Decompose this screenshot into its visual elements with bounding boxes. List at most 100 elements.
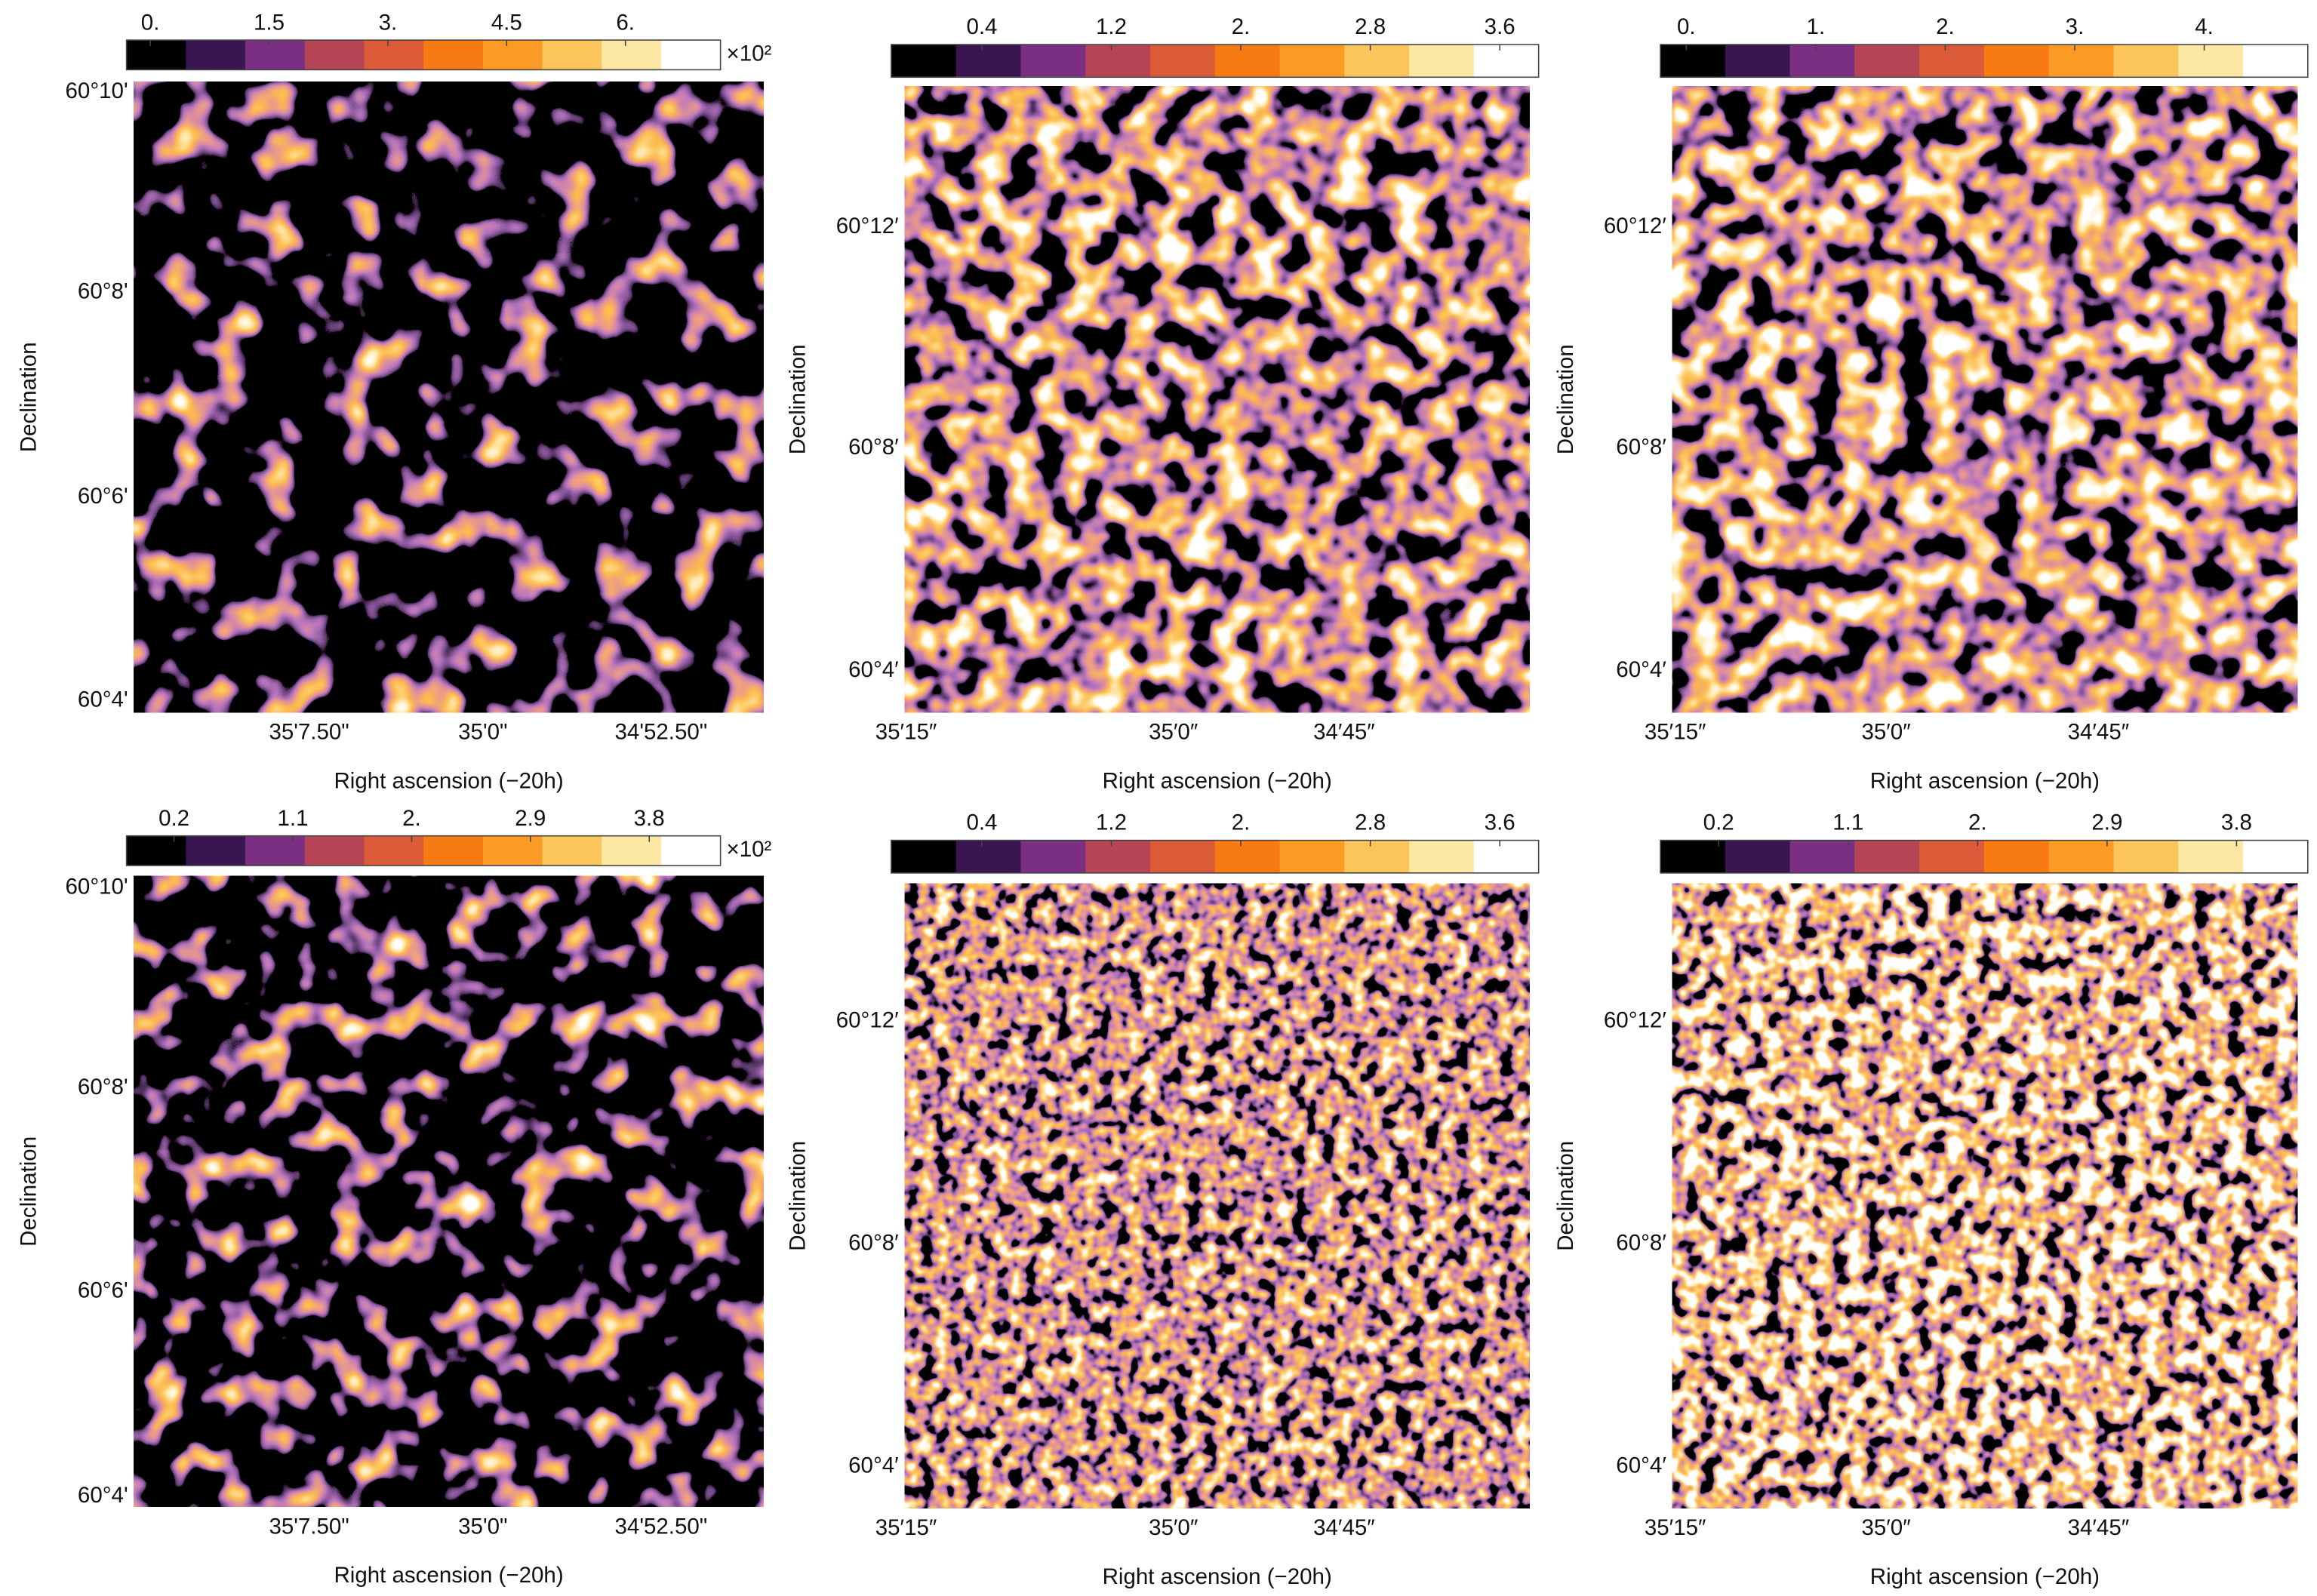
panel: 0.2 1.1 2. 2.9 3.8 60°12′ 60°8′ 60°4′ 35′15″ 35′0…	[1553, 810, 2309, 1589]
colorbar-tick-label: 1.	[1807, 14, 1826, 39]
panel: 0.4 1.2 2. 2.8 3.6 60°12′ 60°8′ 60°4′ 35′15″ 35′0…	[786, 14, 1540, 794]
y-tick-label: 60°12′	[836, 1007, 899, 1032]
x-tick-label: 35′15″	[1645, 720, 1706, 745]
colorbar-swatch	[1214, 840, 1281, 873]
panel: 0.2 1.1 2. 2.9 3.8 ×10² 60°10' 60°8' 60°6' 60°4' 3…	[17, 806, 772, 1588]
y-axis-label: Declination	[17, 1136, 42, 1247]
colorbar-tick-label: 2.8	[1355, 810, 1386, 835]
x-axis-label: Right ascension (−20h)	[1103, 769, 1332, 794]
colorbar-tick-label: 3.	[379, 10, 398, 35]
colorbar-tick-label: 2.9	[515, 806, 546, 831]
colorbar-tick-label: 2.8	[1355, 14, 1386, 39]
colorbar-tick-label: 2.	[1936, 14, 1955, 39]
sky-image	[1672, 883, 2298, 1508]
colorbar-tick-label: 2.9	[2091, 810, 2122, 835]
colorbar-swatch	[1725, 840, 1791, 873]
colorbar-frame	[891, 44, 1540, 78]
colorbar-tick-label: 6.	[616, 10, 635, 35]
panel: 0. 1. 2. 3. 4. 60°12′ 60°8′ 60°4′ 35′15″ 35′0″ 34′…	[1553, 14, 2309, 794]
x-axis-label: Right ascension (−20h)	[1103, 1564, 1332, 1589]
panel: 0.4 1.2 2. 2.8 3.6 60°12′ 60°8′ 60°4′ 35′15″ 35′0…	[786, 810, 1540, 1589]
colorbar-swatch	[891, 45, 957, 78]
colorbar-swatch	[2048, 45, 2115, 78]
colorbar-swatch	[126, 835, 186, 866]
y-axis-label: Declination	[786, 1141, 811, 1251]
colorbar-swatch	[1473, 45, 1540, 78]
colorbar-tick-label: 0.4	[966, 14, 997, 39]
colorbar-swatch	[1854, 45, 1920, 78]
colorbar-tick-label: 3.	[2066, 14, 2085, 39]
colorbar-tick-label: 2.	[1232, 810, 1251, 835]
colorbar-swatch	[364, 835, 424, 866]
colorbar-swatch	[1344, 840, 1410, 873]
colorbar-frame	[1660, 839, 2309, 874]
x-tick-label: 34′45″	[2068, 1515, 2130, 1540]
y-tick-label: 60°6'	[78, 1278, 128, 1302]
colorbar-swatch	[660, 835, 722, 866]
colorbar-tick-label: 1.1	[277, 806, 308, 831]
y-tick-label: 60°8′	[848, 1231, 899, 1256]
colorbar-swatch	[364, 40, 424, 70]
y-tick-label: 60°10'	[66, 78, 128, 103]
colorbar-swatch	[482, 40, 543, 70]
y-axis-label: Declination	[1553, 344, 1578, 454]
panel: 0. 1.5 3. 4.5 6. ×10² 60°10' 60°8' 60°6' 60°4' 35'…	[17, 10, 772, 793]
colorbar-swatch	[1149, 45, 1216, 78]
y-tick-label: 60°12′	[1604, 214, 1666, 238]
y-tick-label: 60°8'	[78, 1075, 128, 1099]
x-tick-label: 34′45″	[2068, 720, 2130, 745]
colorbar-swatch	[955, 840, 1022, 873]
colorbar-swatch	[955, 45, 1022, 78]
colorbar-tick-label: 4.5	[491, 10, 522, 35]
y-tick-label: 60°4'	[78, 687, 128, 712]
colorbar-swatch	[1789, 840, 1855, 873]
colorbar-swatch	[2243, 840, 2309, 873]
y-tick-label: 60°8′	[848, 435, 899, 460]
colorbar-frame	[891, 839, 1540, 874]
colorbar-swatch	[2048, 840, 2115, 873]
colorbar-multiplier: ×10²	[726, 42, 771, 66]
y-axis-label: Declination	[17, 342, 42, 452]
colorbar-tick-label: 0.2	[158, 806, 189, 831]
y-tick-label: 60°8'	[78, 278, 128, 303]
y-tick-label: 60°4′	[1616, 657, 1666, 682]
colorbar-swatch	[1085, 45, 1151, 78]
x-tick-label: 35′15″	[875, 720, 937, 745]
colorbar-swatch	[1020, 45, 1086, 78]
colorbar-swatch	[1409, 45, 1475, 78]
colorbar-frame	[1660, 44, 2309, 78]
colorbar-swatch	[1279, 45, 1345, 78]
y-tick-label: 60°8′	[1616, 1231, 1666, 1256]
colorbar-swatch	[1660, 840, 1726, 873]
colorbar-frame	[125, 835, 722, 866]
colorbar-swatch	[2178, 45, 2244, 78]
colorbar-tick-label: 3.8	[2221, 810, 2252, 835]
colorbar-swatch	[660, 40, 722, 70]
colorbar-tick-label: 1.1	[1832, 810, 1863, 835]
x-axis-label: Right ascension (−20h)	[1870, 769, 2100, 794]
colorbar-tick-label: 3.6	[1485, 14, 1515, 39]
colorbar-swatch	[482, 835, 543, 866]
colorbar-swatch	[1789, 45, 1855, 78]
y-tick-label: 60°12′	[836, 214, 899, 238]
colorbar-tick-label: 3.6	[1485, 810, 1515, 835]
colorbar-swatch	[1919, 45, 1985, 78]
colorbar-swatch	[1279, 840, 1345, 873]
colorbar-swatch	[1473, 840, 1540, 873]
colorbar-tick-label: 0.4	[966, 810, 997, 835]
colorbar-swatch	[186, 40, 246, 70]
x-tick-label: 35′0″	[1861, 720, 1910, 745]
y-tick-label: 60°12′	[1604, 1007, 1666, 1032]
colorbar-swatch	[1725, 45, 1791, 78]
sky-image	[134, 81, 764, 713]
colorbar-swatch	[1149, 840, 1216, 873]
colorbar-swatch	[423, 835, 484, 866]
colorbar-swatch	[1344, 45, 1410, 78]
colorbar-tick-label: 0.	[1677, 14, 1696, 39]
colorbar-swatch	[1919, 840, 1985, 873]
x-tick-label: 34'52.50"	[615, 720, 708, 745]
y-tick-label: 60°8′	[1616, 435, 1666, 460]
x-axis-label: Right ascension (−20h)	[334, 769, 563, 794]
x-tick-label: 35′15″	[875, 1515, 937, 1540]
